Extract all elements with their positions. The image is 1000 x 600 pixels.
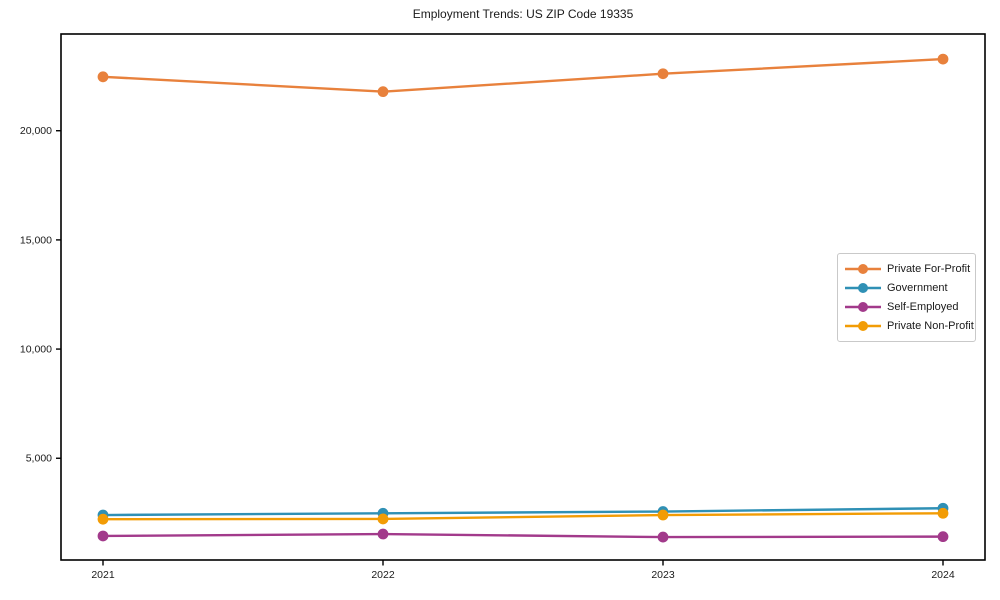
series-point-self-employed [97,530,109,542]
y-axis-tick-label: 10,000 [20,344,52,356]
legend-marker-icon [845,263,881,274]
series-point-private-for-profit [937,53,949,65]
series-point-private-for-profit [97,71,109,83]
legend-item-label: Private For-Profit [887,262,971,275]
x-axis-tick-label: 2021 [91,569,115,581]
series-point-private-for-profit [657,68,669,80]
axis-spines [60,33,986,561]
legend-item-label: Private Non-Profit [887,320,974,333]
x-axis-tick-label: 2022 [371,569,395,581]
series-line-self-employed [101,532,945,539]
series-point-private-non-profit [377,513,389,525]
legend: Private For-Profit Government Self-Employe… [837,253,976,342]
series-point-self-employed [657,531,669,543]
legend-item-label: Government [887,281,948,294]
x-axis-tick-label: 2024 [931,569,955,581]
chart-title: Employment Trends: US ZIP Code 19335 [412,7,634,21]
y-axis-tick-label: 15,000 [20,234,52,246]
series-line-government [101,507,945,517]
legend-item-label: Self-Employed [887,301,959,314]
legend-marker-icon [845,282,881,293]
legend-item: Government [844,279,969,297]
series-point-private-non-profit [937,507,949,519]
series-point-private-for-profit [377,86,389,98]
y-axis-tick-label: 5,000 [26,453,52,465]
series-line-private-for-profit [101,57,945,93]
series-line-private-non-profit [101,512,945,521]
legend-marker-icon [845,321,881,332]
series-point-self-employed [377,528,389,540]
legend-item: Private Non-Profit [844,317,974,335]
legend-item: Private For-Profit [844,260,971,278]
legend-item: Self-Employed [844,298,969,316]
series-point-self-employed [937,531,949,543]
legend-marker-icon [845,302,881,313]
x-axis-tick-label: 2023 [651,569,675,581]
y-axis-tick-label: 20,000 [20,125,52,137]
series-point-private-non-profit [657,509,669,521]
series-point-private-non-profit [97,513,109,525]
